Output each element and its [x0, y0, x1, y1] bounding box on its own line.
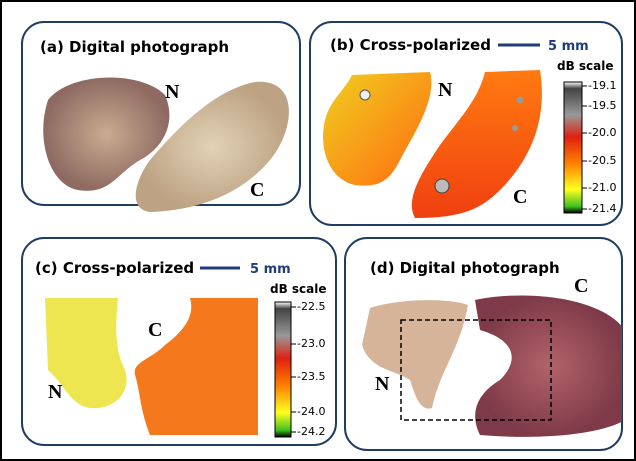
label: N	[438, 79, 453, 101]
tick-label: -20.5	[588, 154, 616, 167]
colorbar-ticks: -22.5 -23.0 -23.5 -24.0 -24.2	[291, 300, 325, 438]
tissue	[362, 300, 468, 409]
label: C	[148, 319, 162, 341]
scale-label: 5 mm	[548, 39, 589, 54]
panel-c: (c) Cross-polarized 5 mm N C dB scale -2…	[21, 237, 337, 446]
tissue	[43, 77, 170, 191]
tick-label: -24.2	[297, 425, 325, 438]
panel-a: (a) Digital photograph N C	[21, 21, 301, 213]
colorbar-ticks: -19.1 -19.5 -20.0 -20.5 -21.0 -21.4	[582, 79, 616, 215]
colorbar	[563, 81, 583, 214]
spot	[512, 125, 518, 131]
label: N	[48, 381, 63, 403]
tick-label: -22.5	[297, 300, 325, 313]
tissue	[475, 295, 622, 437]
tissue-map	[134, 298, 258, 435]
colorbar-title: dB scale	[557, 59, 614, 73]
panel-title: (a) Digital photograph	[40, 38, 229, 56]
tick-label: -23.5	[297, 370, 325, 383]
label: N	[375, 373, 390, 395]
label: C	[574, 275, 588, 297]
colorbar-title: dB scale	[270, 282, 327, 296]
tick-label: -20.0	[588, 126, 616, 139]
tick-label: -19.5	[588, 99, 616, 112]
label: N	[165, 81, 180, 103]
label: C	[513, 186, 527, 208]
tick-label: -21.4	[588, 202, 616, 215]
tick-label: -19.1	[588, 79, 616, 92]
tissue-map	[45, 298, 127, 409]
tissue	[135, 81, 289, 213]
tick-label: -23.0	[297, 337, 325, 350]
tick-label: -24.0	[297, 405, 325, 418]
scale-label: 5 mm	[250, 262, 291, 277]
tissue-map	[323, 72, 432, 186]
spot	[434, 178, 450, 194]
tick-label: -21.0	[588, 181, 616, 194]
spot	[359, 89, 371, 101]
panel-title: (d) Digital photograph	[370, 259, 560, 277]
roi-box	[400, 319, 552, 421]
panel-b: (b) Cross-polarized 5 mm N C dB scale -1…	[309, 21, 623, 226]
spot	[516, 96, 524, 104]
panel-d: (d) Digital photograph C N	[344, 237, 623, 451]
label: C	[250, 179, 264, 201]
panel-title: (c) Cross-polarized	[35, 259, 194, 277]
panel-title: (b) Cross-polarized	[330, 36, 491, 54]
colorbar	[274, 301, 292, 438]
